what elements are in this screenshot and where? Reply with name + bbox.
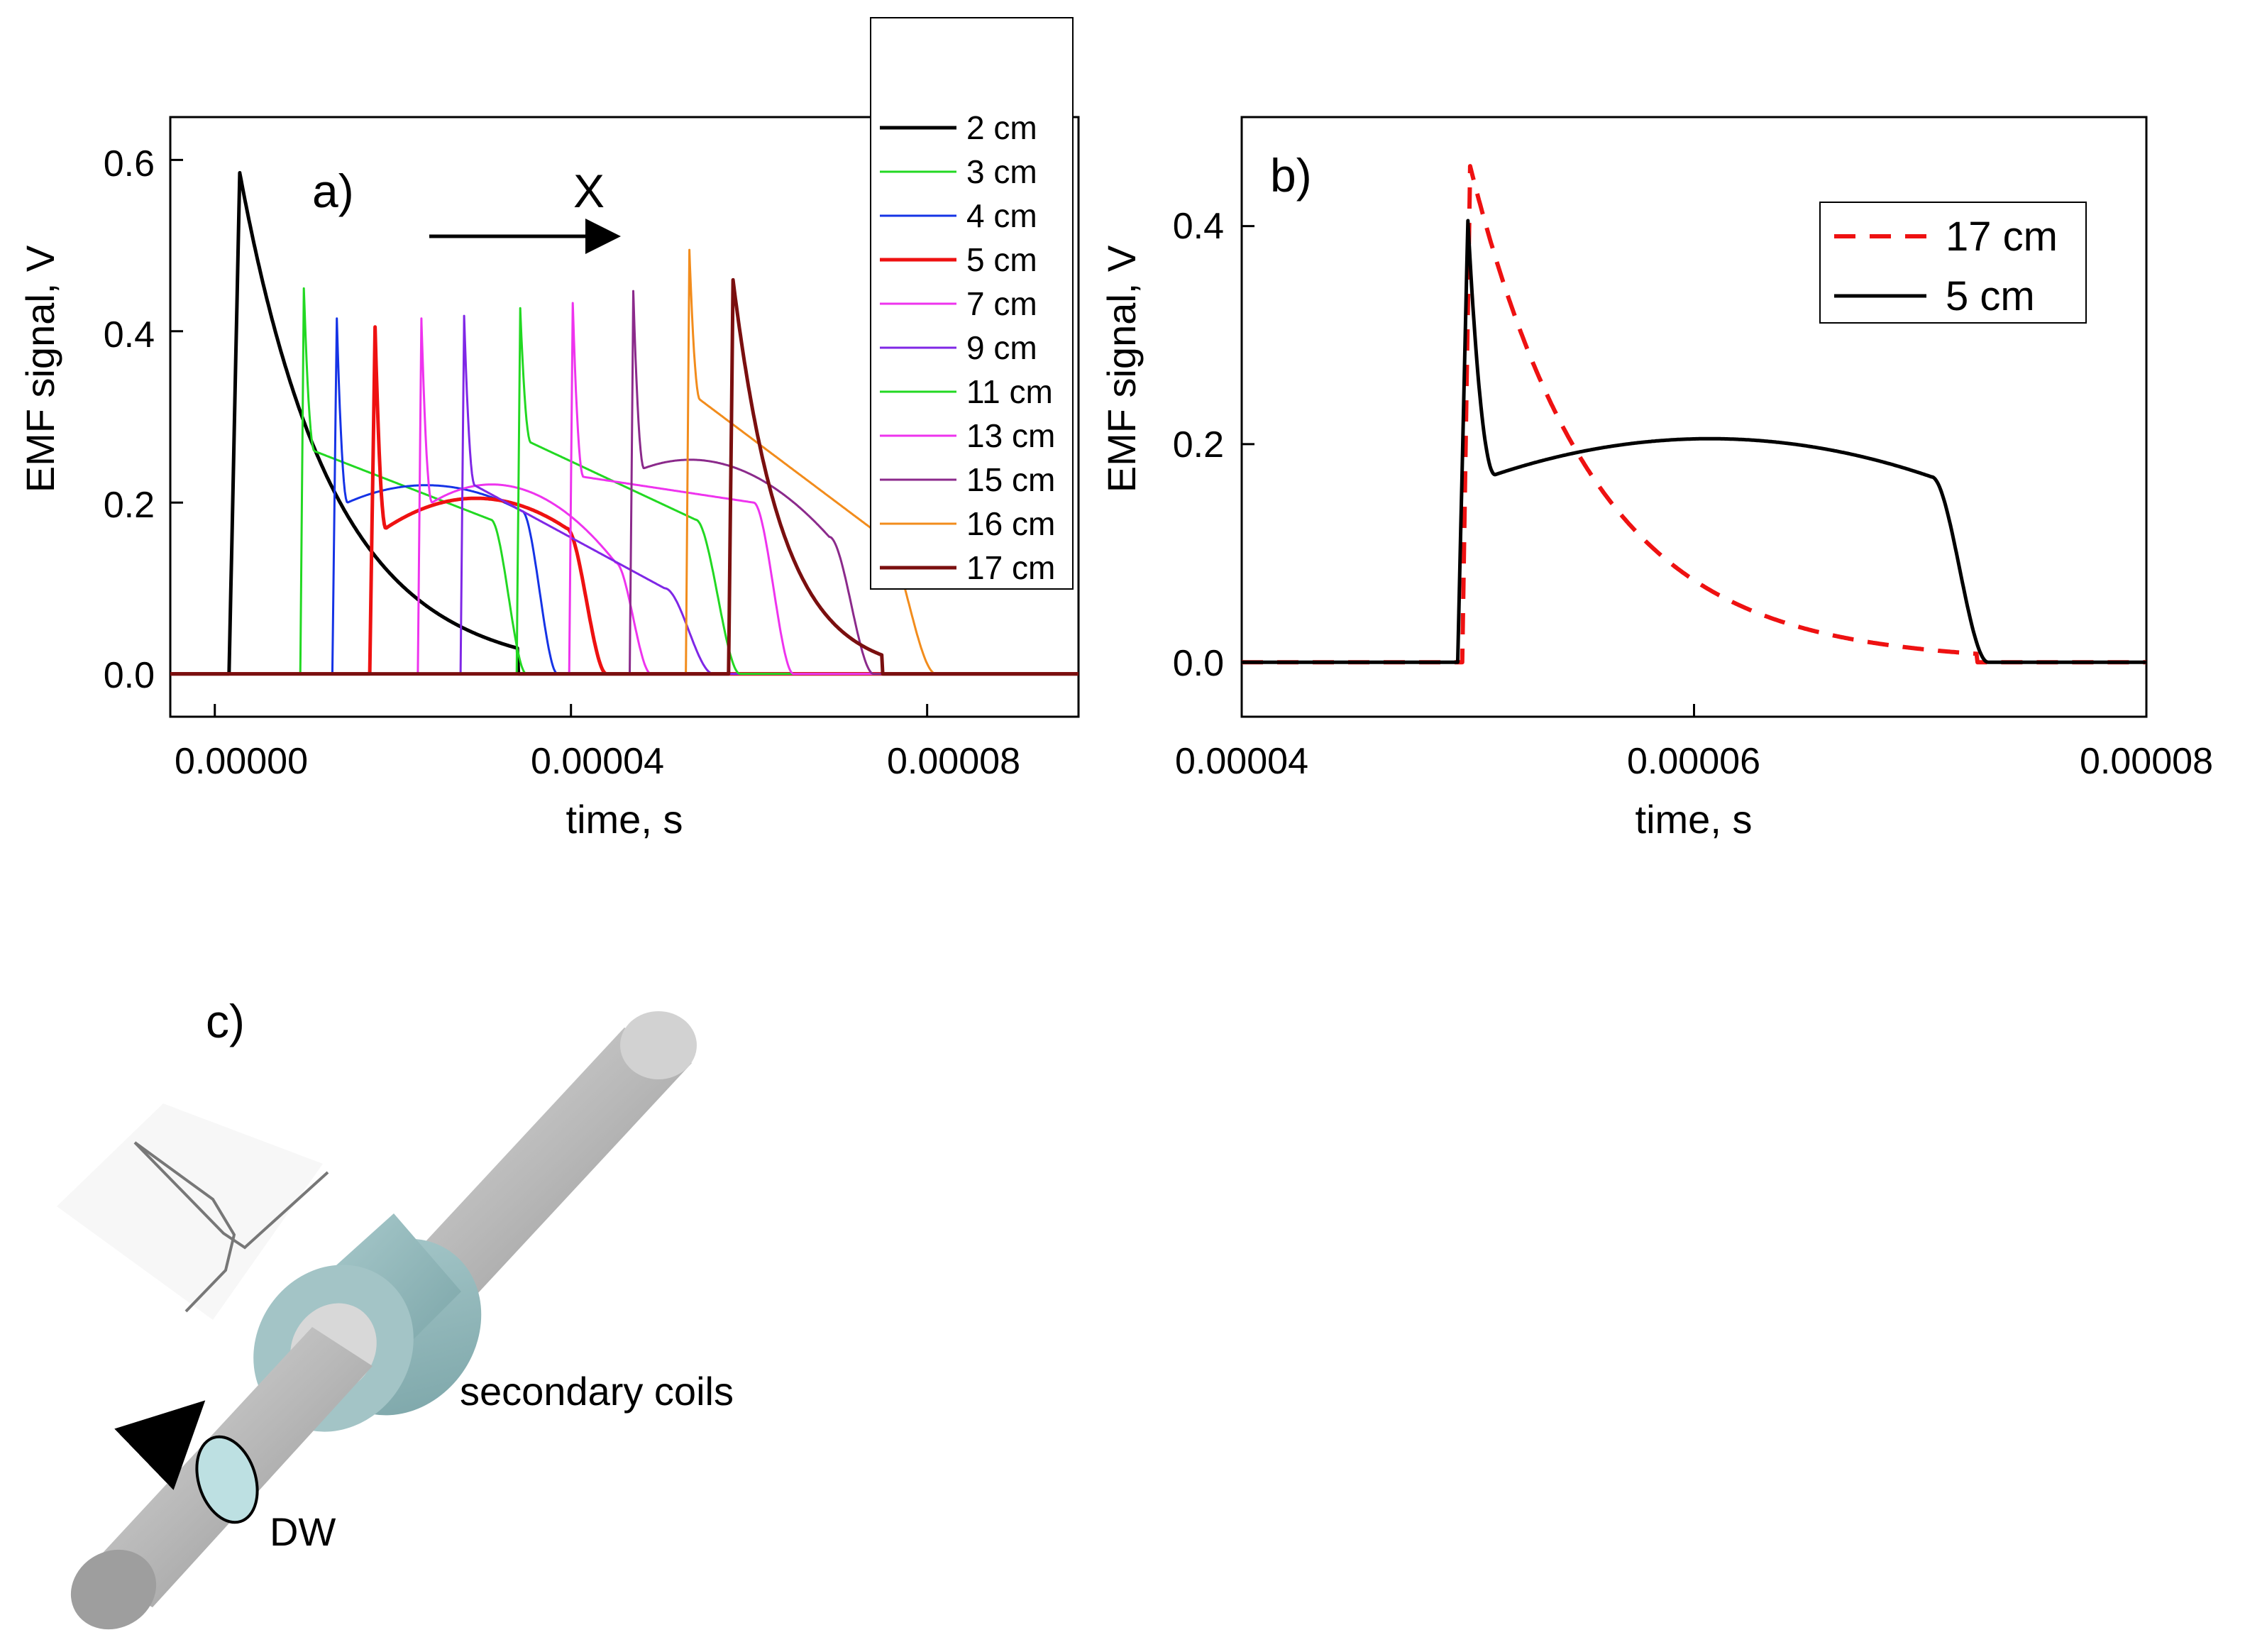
panel-b-xtick-2: 0.00008 (2080, 741, 2213, 782)
panel-a-ytick-1: 0.2 (104, 485, 155, 526)
panel-b-legend-box (1819, 202, 2087, 324)
panel-a-ytick-0: 0.0 (104, 655, 155, 696)
panel-a-ylabel: EMF signal, V (18, 245, 62, 492)
panel-b-ylabel: EMF signal, V (1099, 245, 1144, 492)
panel-b-xlabel: time, s (1636, 797, 1753, 842)
panel-a-legend-label-4: 7 cm (966, 285, 1037, 322)
panel-a-legend-label-3: 5 cm (966, 241, 1037, 278)
panel-a-legend-label-0: 2 cm (966, 109, 1037, 146)
panel-c-label: c) (206, 995, 245, 1047)
panel-a-plot-frame (169, 116, 1080, 718)
pulse-sketch-tail (133, 1141, 329, 1250)
panel-b-ytick-1: 0.2 (1173, 424, 1224, 466)
panel-b-chart: 0.0 0.2 0.4 0.00004 0.00006 0.00008 time… (1099, 116, 2213, 842)
panel-a-ticks (170, 158, 929, 717)
panel-a-xtick-2: 0.00008 (887, 741, 1020, 782)
panel-a-series-17-cm (169, 277, 1080, 676)
coil-label: secondary coils (460, 1369, 734, 1414)
panel-a-xtick-0: 0.00000 (175, 741, 308, 782)
panel-a-label: a) (312, 165, 354, 217)
panel-a-series (169, 171, 1080, 676)
panel-a-legend-label-5: 9 cm (966, 329, 1037, 366)
panel-a-xlabel: time, s (566, 797, 683, 842)
panel-a-legend-label-7: 13 cm (966, 417, 1055, 454)
pulse-sketch (133, 1141, 236, 1313)
panel-b-label: b) (1270, 149, 1312, 202)
panel-a-legend-label-8: 15 cm (966, 461, 1055, 498)
panel-a-legend-label-10: 17 cm (966, 549, 1055, 586)
panel-a-legend-label-9: 16 cm (966, 505, 1055, 542)
panel-a-chart: 0.0 0.2 0.4 0.6 0.00000 0.00004 0.00008 … (18, 17, 1080, 842)
panel-a-ytick-3: 0.6 (104, 143, 155, 185)
panel-a-legend-label-2: 4 cm (966, 197, 1037, 234)
panel-b-ytick-0: 0.0 (1173, 643, 1224, 684)
panel-a-legend: 2 cm 3 cm 4 cm 5 cm 7 cm 9 cm 11 cm 13 cm 15 cm 1… (880, 109, 1055, 586)
panel-b-xtick-0: 0.00004 (1175, 741, 1308, 782)
panel-b-legend-label-0: 17 cm (1946, 214, 2058, 260)
panel-a-ytick-2: 0.4 (104, 314, 155, 356)
panel-b-legend-label-1: 5 cm (1946, 273, 2035, 319)
panel-b-ytick-2: 0.4 (1173, 206, 1224, 247)
pulse-sketch-background (57, 1103, 323, 1320)
panel-b-xtick-1: 0.00006 (1627, 741, 1760, 782)
domain-wall-label: DW (270, 1509, 336, 1554)
panel-a-legend-label-6: 11 cm (966, 373, 1053, 410)
panel-b-series (1240, 164, 2148, 665)
panel-a-xtick-1: 0.00004 (531, 741, 664, 782)
panel-a-legend-label-1: 3 cm (966, 153, 1037, 190)
panel-c-diagram: c) secondary coils DW (57, 995, 734, 1630)
motion-arrow (114, 1400, 206, 1490)
panel-a-arrow-label: X (573, 165, 605, 217)
panel-b-series-5-cm (1240, 219, 2148, 664)
panel-b-legend: 17 cm 5 cm (1834, 214, 2058, 319)
